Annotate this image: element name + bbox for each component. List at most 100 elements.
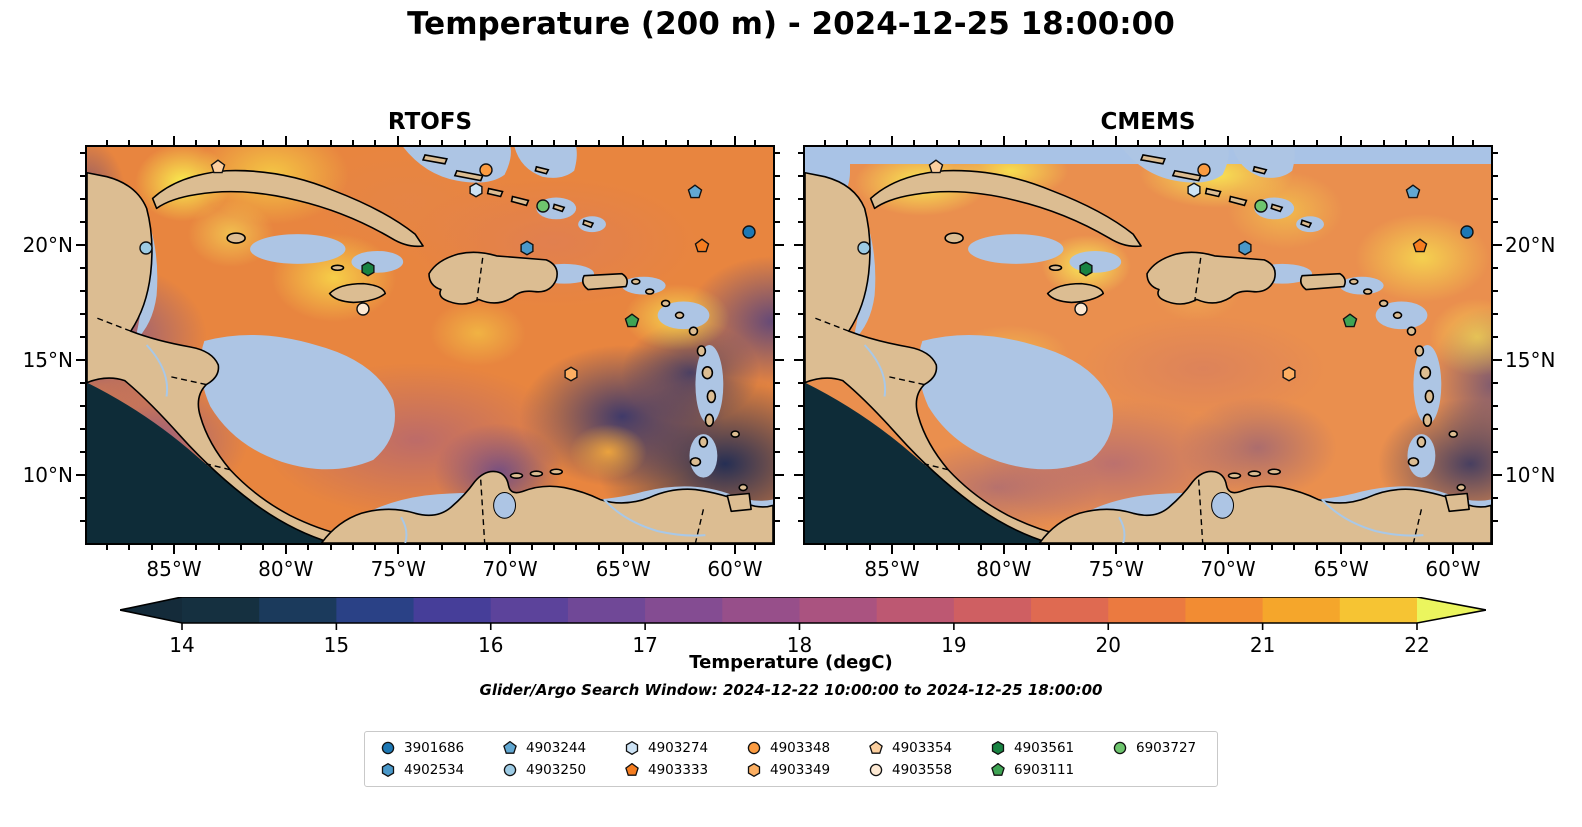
minor-tick bbox=[775, 313, 780, 315]
legend-label: 4903354 bbox=[892, 740, 953, 756]
minor-tick bbox=[798, 152, 803, 154]
circle-marker-icon bbox=[503, 763, 517, 777]
legend-label: 4903274 bbox=[648, 740, 709, 756]
minor-tick bbox=[463, 140, 466, 145]
minor-tick bbox=[798, 520, 803, 522]
minor-tick bbox=[240, 140, 243, 145]
minor-tick bbox=[575, 140, 578, 145]
minor-tick bbox=[913, 545, 916, 550]
minor-tick bbox=[1025, 140, 1028, 145]
colorbar-tick-label: 15 bbox=[324, 633, 349, 657]
minor-tick bbox=[418, 545, 421, 550]
major-tick bbox=[1227, 545, 1230, 554]
minor-tick bbox=[597, 140, 600, 145]
minor-tick bbox=[775, 405, 780, 407]
search-window-subtitle: Glider/Argo Search Window: 2024-12-22 10… bbox=[479, 681, 1103, 699]
circle-marker-icon bbox=[742, 225, 756, 239]
circle-marker-icon bbox=[536, 198, 550, 213]
minor-tick bbox=[195, 140, 198, 145]
minor-tick bbox=[664, 545, 667, 550]
legend-item-4903244: 4903244 bbox=[503, 737, 591, 759]
legend-label: 6903727 bbox=[1136, 740, 1197, 756]
minor-tick bbox=[1136, 140, 1139, 145]
minor-tick bbox=[1203, 545, 1206, 550]
minor-tick bbox=[1181, 140, 1184, 145]
colorbar-label: Temperature (degC) bbox=[689, 652, 893, 673]
minor-tick bbox=[775, 336, 780, 338]
minor-tick bbox=[1159, 545, 1162, 550]
minor-tick bbox=[1315, 545, 1318, 550]
minor-tick bbox=[1493, 152, 1498, 154]
major-tick bbox=[173, 545, 175, 554]
major-tick bbox=[1493, 244, 1502, 246]
minor-tick bbox=[553, 545, 556, 550]
platform-marker-4903354 bbox=[928, 159, 944, 174]
pentagon-marker-icon bbox=[503, 740, 517, 754]
major-tick bbox=[775, 244, 784, 246]
pentagon-marker-icon bbox=[625, 762, 639, 776]
minor-tick bbox=[798, 382, 803, 384]
minor-tick bbox=[823, 140, 826, 145]
major-tick bbox=[509, 545, 512, 554]
minor-tick bbox=[775, 382, 780, 384]
minor-tick bbox=[217, 140, 220, 145]
minor-tick bbox=[80, 405, 85, 407]
platform-marker-4903274 bbox=[1186, 182, 1201, 198]
major-tick bbox=[1115, 545, 1118, 554]
platform-marker-4903348 bbox=[1196, 162, 1211, 177]
legend-label: 3901686 bbox=[404, 740, 465, 756]
minor-tick bbox=[485, 140, 488, 145]
lon-tick-label: 60°W bbox=[1425, 557, 1481, 581]
minor-tick bbox=[351, 545, 354, 550]
major-tick bbox=[509, 136, 512, 145]
legend-label: 4903561 bbox=[1014, 740, 1075, 756]
minor-tick bbox=[980, 140, 983, 145]
platform-marker-4902534 bbox=[1237, 240, 1252, 256]
circle-marker-icon bbox=[356, 301, 371, 316]
major-tick bbox=[1002, 545, 1005, 554]
platform-legend: 3901686 4902534 4903244 4903250 4903274 49033… bbox=[364, 731, 1218, 787]
pentagon-marker-icon bbox=[928, 159, 944, 174]
minor-tick bbox=[775, 221, 780, 223]
minor-tick bbox=[1360, 140, 1363, 145]
legend-label: 4903333 bbox=[648, 762, 709, 778]
platform-marker-4903333 bbox=[1412, 238, 1428, 254]
major-tick bbox=[891, 136, 893, 145]
colorbar-tick-label: 14 bbox=[169, 633, 194, 657]
major-tick bbox=[284, 136, 287, 145]
land-overlay bbox=[805, 147, 1491, 543]
minor-tick bbox=[1047, 140, 1050, 145]
lat-tick-label: 15°N bbox=[1505, 348, 1556, 372]
minor-tick bbox=[1493, 336, 1498, 338]
legend-label: 4903558 bbox=[892, 762, 953, 778]
legend-label: 4902534 bbox=[404, 762, 465, 778]
platform-marker-4903558 bbox=[356, 301, 371, 316]
map-cmems bbox=[803, 145, 1493, 545]
minor-tick bbox=[441, 140, 444, 145]
colorbar-tick-label: 22 bbox=[1404, 633, 1429, 657]
minor-tick bbox=[195, 545, 198, 550]
minor-tick bbox=[775, 290, 780, 292]
legend-label: 4903348 bbox=[770, 740, 831, 756]
lon-tick-label: 85°W bbox=[146, 557, 202, 581]
hexagon-marker-icon bbox=[564, 366, 578, 382]
pentagon-marker-icon bbox=[694, 238, 710, 253]
minor-tick bbox=[775, 198, 780, 200]
hexagon-marker-icon bbox=[381, 762, 395, 778]
legend-item-4903349: 4903349 bbox=[747, 759, 835, 781]
lat-tick-label: 20°N bbox=[22, 233, 73, 257]
colorbar-tick-label: 20 bbox=[1096, 633, 1121, 657]
minor-tick bbox=[798, 428, 803, 430]
minor-tick bbox=[1405, 545, 1408, 550]
hexagon-marker-icon bbox=[1238, 240, 1252, 256]
hexagon-marker-icon bbox=[1079, 261, 1093, 277]
legend-label: 4903250 bbox=[526, 762, 587, 778]
minor-tick bbox=[775, 267, 780, 269]
legend-item-4903333: 4903333 bbox=[625, 759, 713, 781]
major-tick bbox=[891, 545, 893, 554]
platform-marker-4903250 bbox=[138, 240, 153, 255]
minor-tick bbox=[1493, 221, 1498, 223]
major-tick bbox=[397, 136, 400, 145]
circle-marker-icon bbox=[1074, 301, 1089, 316]
